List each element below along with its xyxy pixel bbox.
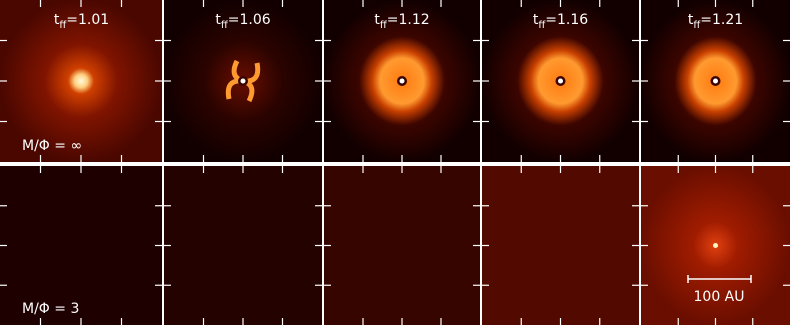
panel	[324, 166, 480, 325]
scale-bar-label: 100 AU	[694, 289, 745, 305]
panel	[164, 166, 322, 325]
time-value: =1.21	[700, 12, 743, 28]
time-value: =1.12	[387, 12, 430, 28]
figure: tff=1.01tff=1.06tff=1.12tff=1.16tff=1.21…	[0, 0, 791, 325]
time-value: =1.16	[545, 12, 588, 28]
time-value: =1.01	[66, 12, 109, 28]
core	[241, 79, 246, 84]
core	[713, 79, 718, 84]
row-label: M/Φ = ∞	[22, 138, 82, 154]
core	[713, 243, 718, 248]
core	[400, 79, 405, 84]
row-label: M/Φ = 3	[22, 301, 79, 317]
core	[558, 79, 563, 84]
time-value: =1.06	[228, 12, 271, 28]
panel	[482, 166, 639, 325]
